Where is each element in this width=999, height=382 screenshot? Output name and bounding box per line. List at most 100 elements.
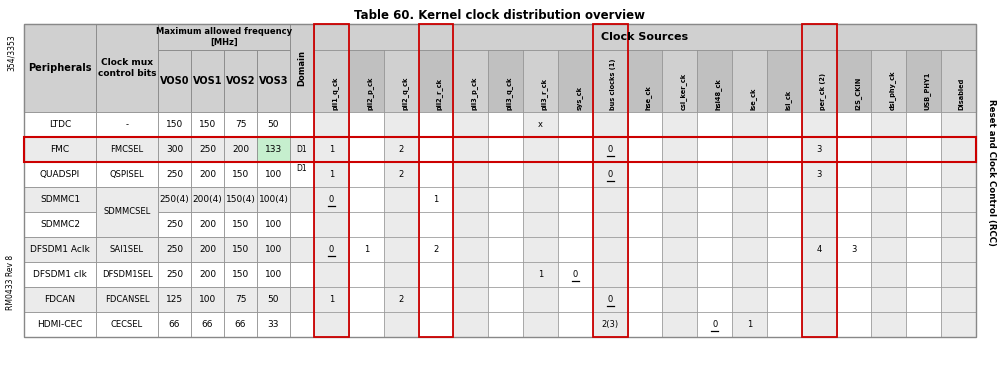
Bar [697, 312, 732, 337]
Bar [191, 162, 224, 187]
Bar [454, 312, 489, 337]
Bar [697, 287, 732, 312]
Text: 66: 66 [169, 320, 180, 329]
Bar [767, 50, 802, 112]
Bar [191, 212, 224, 237]
Bar [24, 237, 96, 262]
Bar [767, 212, 802, 237]
Bar [314, 212, 349, 237]
Text: hsi48_ck: hsi48_ck [714, 78, 721, 110]
Bar [290, 24, 314, 112]
Bar [906, 162, 941, 187]
Bar [941, 162, 976, 187]
Bar [158, 237, 191, 262]
Text: 100: 100 [265, 220, 282, 229]
Bar [592, 212, 627, 237]
Bar [290, 187, 314, 212]
Bar [802, 287, 836, 312]
Bar [314, 137, 349, 162]
Text: pll3_q_ck: pll3_q_ck [505, 77, 512, 110]
Text: 3: 3 [816, 145, 822, 154]
Text: 200: 200 [232, 145, 249, 154]
Text: pll3_p_ck: pll3_p_ck [471, 77, 478, 110]
Bar [290, 212, 314, 237]
Bar [314, 112, 349, 137]
Bar [24, 137, 976, 162]
Text: csi_ker_ck: csi_ker_ck [680, 73, 686, 110]
Text: 66: 66 [202, 320, 213, 329]
Text: 100: 100 [265, 270, 282, 279]
Text: DFSDM1 clk: DFSDM1 clk [33, 270, 87, 279]
Bar [836, 162, 871, 187]
Text: 150: 150 [199, 120, 216, 129]
Bar [419, 162, 454, 187]
Bar [767, 262, 802, 287]
Bar [24, 187, 96, 212]
Bar [257, 262, 290, 287]
Bar [767, 187, 802, 212]
Bar [454, 137, 489, 162]
Bar [24, 137, 96, 162]
Text: 33: 33 [268, 320, 280, 329]
Text: 3: 3 [851, 245, 857, 254]
Bar [662, 162, 697, 187]
Bar [419, 50, 454, 112]
Bar [290, 262, 314, 287]
Bar [523, 187, 557, 212]
Bar [557, 237, 592, 262]
Bar [732, 50, 767, 112]
Text: HDMI-CEC: HDMI-CEC [37, 320, 83, 329]
Text: lse_ck: lse_ck [749, 87, 756, 110]
Text: 200(4): 200(4) [193, 195, 223, 204]
Bar [627, 137, 662, 162]
Bar [158, 162, 191, 187]
Bar [257, 50, 290, 112]
Bar [314, 312, 349, 337]
Text: Maximum allowed frequency
[MHz]: Maximum allowed frequency [MHz] [156, 27, 292, 47]
Text: Reset and Clock Control (RCC): Reset and Clock Control (RCC) [986, 99, 995, 246]
Bar [314, 237, 349, 262]
Bar [523, 287, 557, 312]
Bar [349, 237, 384, 262]
Text: 200: 200 [199, 245, 216, 254]
Text: 1: 1 [434, 195, 439, 204]
Bar [662, 112, 697, 137]
Bar [802, 312, 836, 337]
Bar [836, 312, 871, 337]
Bar [802, 162, 836, 187]
Text: 100(4): 100(4) [259, 195, 289, 204]
Bar [489, 212, 523, 237]
Text: 2: 2 [399, 295, 404, 304]
Bar [592, 312, 627, 337]
Bar [871, 112, 906, 137]
Bar [191, 112, 224, 137]
Text: FMCSEL: FMCSEL [111, 145, 144, 154]
Bar [224, 187, 257, 212]
Bar [697, 112, 732, 137]
Text: 150: 150 [232, 220, 249, 229]
Bar [871, 137, 906, 162]
Bar [384, 262, 419, 287]
Bar [454, 112, 489, 137]
Bar [24, 24, 976, 112]
Bar [557, 312, 592, 337]
Text: 250(4): 250(4) [160, 195, 190, 204]
Text: 133: 133 [265, 145, 282, 154]
Text: 0: 0 [712, 320, 717, 329]
Bar [224, 112, 257, 137]
Text: 2: 2 [399, 170, 404, 179]
Bar [836, 212, 871, 237]
Bar [158, 212, 191, 237]
Bar [627, 212, 662, 237]
Bar [523, 112, 557, 137]
Text: Disabled: Disabled [959, 78, 965, 110]
Text: 4: 4 [816, 245, 822, 254]
Text: FDCAN: FDCAN [44, 295, 76, 304]
Bar [257, 137, 290, 162]
Bar [557, 262, 592, 287]
Bar [454, 262, 489, 287]
Bar [314, 24, 976, 50]
Bar [906, 237, 941, 262]
Bar [349, 50, 384, 112]
Text: 250: 250 [199, 145, 216, 154]
